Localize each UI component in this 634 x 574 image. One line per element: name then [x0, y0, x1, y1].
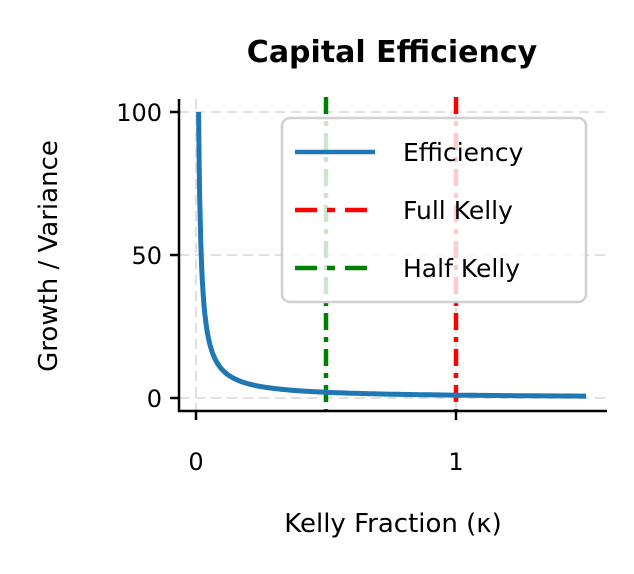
- x-tick-label: 1: [448, 448, 463, 476]
- y-axis-ticks: 0 50 100: [116, 99, 179, 413]
- y-tick-label: 100: [116, 99, 162, 127]
- y-tick-label: 50: [131, 242, 162, 270]
- legend-box: [280, 116, 588, 304]
- legend-label: Half Kelly: [403, 254, 520, 283]
- x-tick-label: 0: [188, 448, 203, 476]
- y-tick-label: 0: [147, 385, 162, 413]
- y-axis-label: Growth / Variance: [34, 140, 64, 372]
- legend-label: Full Kelly: [403, 196, 513, 225]
- x-axis-label: Kelly Fraction (κ): [284, 509, 502, 539]
- efficiency-line: [196, 111, 588, 399]
- chart-title: Capital Efficiency: [247, 35, 538, 70]
- legend-label: Efficiency: [403, 138, 524, 167]
- legend: Efficiency Full Kelly Half Kelly: [280, 116, 588, 304]
